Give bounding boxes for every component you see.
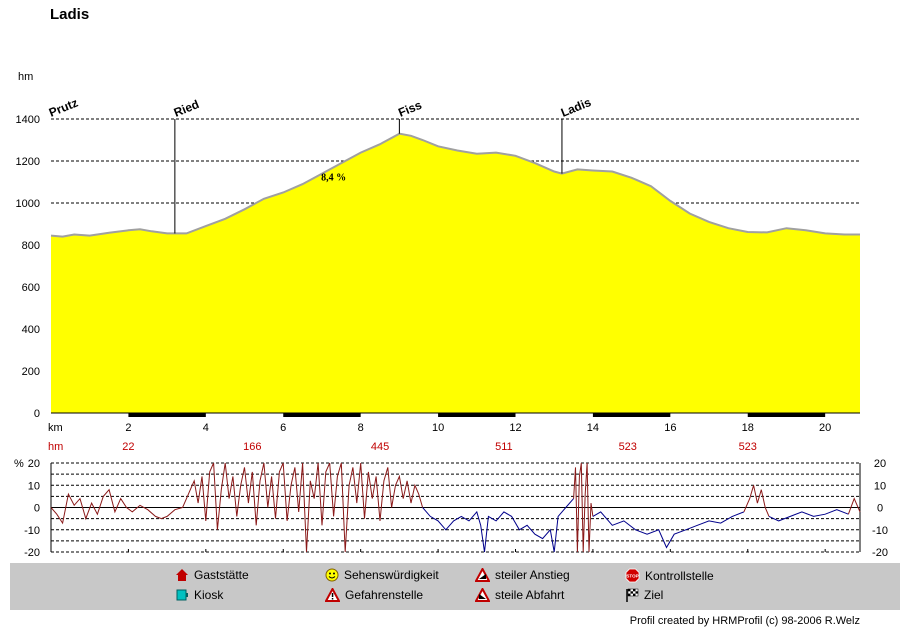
x-tick-label: 18 <box>742 422 754 434</box>
chart-title: Ladis <box>50 6 90 23</box>
y-tick-label: 1000 <box>16 198 40 210</box>
waypoint-label: Ladis <box>559 95 594 120</box>
gradient-series-line <box>592 511 745 549</box>
cumulative-climb-value: 166 <box>243 441 261 453</box>
y-tick-label: 400 <box>22 324 40 336</box>
y-unit-label: % <box>14 458 24 470</box>
y-tick-label: 0 <box>34 408 40 420</box>
cumulative-climb-value: 523 <box>739 441 757 453</box>
x-axis-band <box>283 413 361 417</box>
gradient-series-line <box>50 462 424 553</box>
y-tick-label-right: -10 <box>872 525 888 537</box>
legend-item-climb: steiler Anstieg <box>475 568 570 582</box>
legend-item-kiosk: Kiosk <box>175 588 223 602</box>
x-tick-label: 16 <box>664 422 676 434</box>
legend-label: steile Abfahrt <box>495 588 565 602</box>
x-axis-band <box>438 413 516 417</box>
legend-label: Gaststätte <box>194 568 249 582</box>
legend-item-restaurant: Gaststätte <box>175 568 249 582</box>
x-tick-label: 6 <box>280 422 286 434</box>
x-unit-label: km <box>48 422 63 434</box>
smiley-icon <box>325 568 339 582</box>
x-tick-label: 20 <box>819 422 831 434</box>
cumulative-climb-value: 511 <box>495 441 513 453</box>
x-axis-band <box>592 413 671 417</box>
cumulative-climb-value: 445 <box>371 441 389 453</box>
y-tick-label: 1400 <box>16 114 40 126</box>
gradient-annotation: 8,4 % <box>321 172 346 183</box>
elevation-line <box>50 132 860 238</box>
legend-item-finish: Ziel <box>625 588 663 602</box>
gradient-series-line <box>573 462 594 553</box>
kiosk-icon <box>176 589 188 601</box>
legend-item-sight: Sehenswürdigkeit <box>325 568 439 582</box>
finish-flag-icon <box>626 588 639 602</box>
y-tick-label: 1200 <box>16 156 40 168</box>
waypoint-label: Fiss <box>396 98 424 120</box>
legend-label: Gefahrenstelle <box>345 588 424 602</box>
y-tick-label-right: -20 <box>872 547 888 559</box>
cumulative-climb-value: 22 <box>122 441 134 453</box>
steep-descent-icon <box>475 588 490 602</box>
legend-label: Kontrollstelle <box>645 568 714 583</box>
x-tick-label: 2 <box>125 422 131 434</box>
x-tick-label: 14 <box>587 422 599 434</box>
y-tick-label: 0 <box>34 503 40 515</box>
waypoint-label: Prutz <box>47 96 80 120</box>
y-tick-label-right: 20 <box>874 458 886 470</box>
x-tick-label: 12 <box>509 422 521 434</box>
restaurant-icon <box>176 569 188 581</box>
x-tick-label: 10 <box>432 422 444 434</box>
y-tick-label-right: 0 <box>877 503 883 515</box>
x-tick-label: 4 <box>203 422 209 434</box>
gradient-series-line <box>422 498 574 553</box>
y-tick-label: 200 <box>22 366 40 378</box>
gradient-series-line <box>768 509 849 522</box>
y-unit-label: hm <box>18 71 33 83</box>
legend: Gaststätte Kiosk Sehenswürdigkeit Gefahr… <box>10 563 900 610</box>
warning-icon <box>325 588 340 602</box>
legend-label: Sehenswürdigkeit <box>344 568 439 582</box>
svg-text:STOP: STOP <box>626 574 638 579</box>
y-tick-label: 600 <box>22 282 40 294</box>
x-axis-band <box>128 413 206 417</box>
y-tick-label: 20 <box>28 458 40 470</box>
y-tick-label: 10 <box>28 480 40 492</box>
elevation-area <box>51 133 860 413</box>
legend-item-descent: steile Abfahrt <box>475 588 564 602</box>
steep-climb-icon <box>475 568 490 582</box>
y-tick-label: 800 <box>22 240 40 252</box>
stop-icon: STOP <box>625 568 640 583</box>
legend-item-danger: Gefahrenstelle <box>325 588 423 602</box>
waypoint-label: Ried <box>172 97 201 120</box>
cumulative-label: hm <box>48 441 63 453</box>
x-axis-band <box>747 413 826 417</box>
x-tick-label: 8 <box>358 422 364 434</box>
cumulative-climb-value: 523 <box>619 441 637 453</box>
legend-label: Ziel <box>644 588 664 602</box>
legend-label: steiler Anstieg <box>495 568 570 582</box>
legend-label: Kiosk <box>194 588 224 602</box>
y-tick-label: -20 <box>24 547 40 559</box>
legend-item-checkpoint: STOP Kontrollstelle <box>625 568 714 583</box>
gradient-series-line <box>847 497 861 515</box>
y-tick-label-right: 10 <box>874 480 886 492</box>
y-tick-label: -10 <box>24 525 40 537</box>
gradient-series-line <box>743 485 770 517</box>
credit-text: Profil created by HRMProfil (c) 98-2006 … <box>629 615 860 627</box>
